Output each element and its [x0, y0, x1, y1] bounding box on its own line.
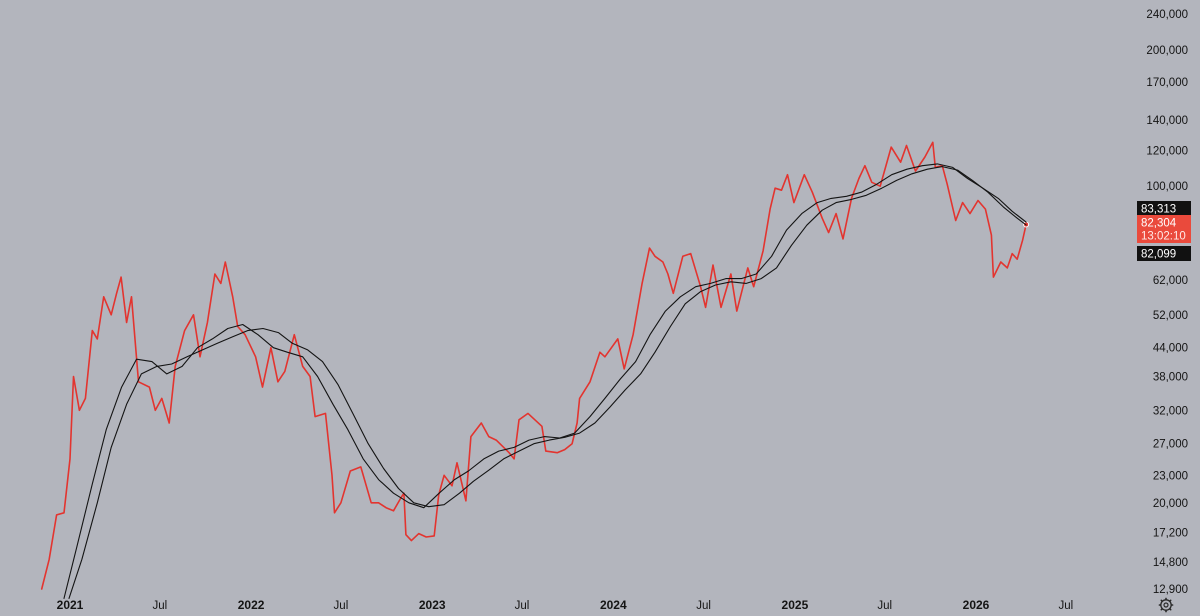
x-tick-month-label: Jul — [696, 600, 711, 612]
x-tick-month-label: Jul — [1058, 600, 1073, 612]
y-tick-label: 23,000 — [1153, 470, 1188, 482]
y-tick-label: 17,200 — [1153, 527, 1188, 539]
price-badge: 82,099 — [1137, 246, 1191, 261]
price-line — [40, 141, 1027, 590]
price-badge-bg — [1137, 246, 1191, 261]
series-layer — [40, 141, 1030, 599]
x-tick-year-label: 2022 — [238, 598, 265, 612]
price-badge-label: 82,099 — [1141, 249, 1176, 261]
price-badge: 82,304 — [1137, 215, 1191, 230]
price-badge: 83,313 — [1137, 201, 1191, 216]
y-tick-label: 52,000 — [1153, 310, 1188, 322]
y-tick-label: 20,000 — [1153, 498, 1188, 510]
price-badge-bg — [1137, 201, 1191, 216]
y-tick-label: 120,000 — [1146, 145, 1188, 157]
x-tick-year-label: 2023 — [419, 598, 446, 612]
x-tick-year-label: 2025 — [782, 598, 809, 612]
gear-icon[interactable] — [1158, 597, 1174, 613]
y-tick-label: 32,000 — [1153, 405, 1188, 417]
y-tick-label: 140,000 — [1146, 115, 1188, 127]
y-tick-label: 27,000 — [1153, 439, 1188, 451]
y-tick-label: 12,900 — [1153, 584, 1188, 596]
x-tick-month-label: Jul — [515, 600, 530, 612]
price-badge-label: 13:02:10 — [1141, 231, 1186, 243]
price-badge: 13:02:10 — [1137, 228, 1191, 243]
moving-average-line-1 — [63, 163, 1027, 599]
x-tick-year-label: 2021 — [57, 598, 84, 612]
price-badge-bg — [1137, 215, 1191, 230]
x-tick-month-label: Jul — [152, 600, 167, 612]
y-tick-label: 44,000 — [1153, 343, 1188, 355]
y-tick-label: 14,800 — [1153, 557, 1188, 569]
x-tick-year-label: 2026 — [963, 598, 990, 612]
x-tick-month-label: Jul — [334, 600, 349, 612]
x-tick-year-label: 2024 — [600, 598, 627, 612]
price-badge-bg — [1137, 228, 1191, 243]
y-tick-label: 100,000 — [1146, 181, 1188, 193]
x-axis[interactable]: 2021 Jul 2022 Jul 2023 Jul 2024 Jul 2025 Jul 2026 J… — [57, 598, 1074, 612]
price-badge-label: 83,313 — [1141, 204, 1176, 216]
y-tick-label: 240,000 — [1146, 9, 1188, 21]
y-tick-label: 170,000 — [1146, 77, 1188, 89]
moving-average-line-2 — [68, 166, 1027, 599]
price-badge-label: 82,304 — [1141, 218, 1177, 230]
y-tick-label: 200,000 — [1146, 45, 1188, 57]
y-axis[interactable]: 12,900 14,800 17,200 20,000 23,000 27,000 32,0… — [1146, 9, 1188, 596]
x-tick-month-label: Jul — [877, 600, 892, 612]
y-tick-label: 62,000 — [1153, 275, 1188, 287]
y-tick-label: 38,000 — [1153, 372, 1188, 384]
